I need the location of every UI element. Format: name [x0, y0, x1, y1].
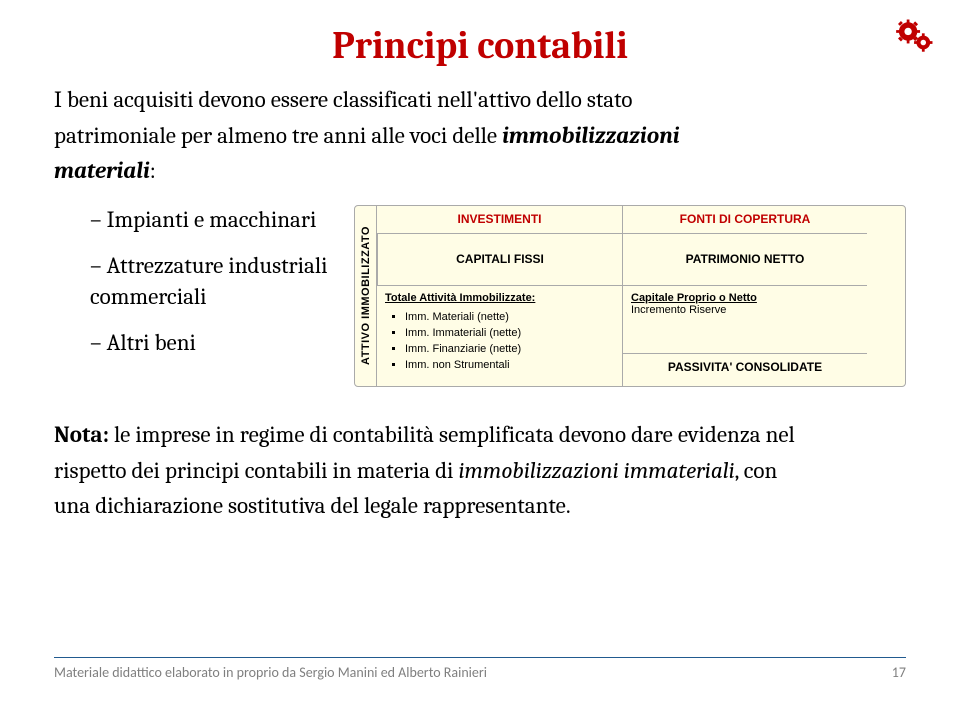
imm-item: Imm. non Strumentali — [405, 358, 614, 374]
note-label: Nota: — [54, 421, 109, 448]
imm-item: Imm. Materiali (nette) — [405, 310, 614, 326]
page-number: 17 — [892, 664, 906, 681]
bullet-item: Impianti e macchinari — [90, 199, 354, 240]
table-row2-right: Capitale Proprio o Netto Incremento Rise… — [622, 286, 867, 386]
table-column: ATTIVO IMMOBILIZZATO INVESTIMENTI FONTI … — [354, 189, 906, 387]
note-seg2a: rispetto dei principi contabili in mater… — [54, 457, 458, 484]
intro-colon: : — [150, 157, 156, 184]
capitale-sub: Incremento Riserve — [631, 304, 726, 316]
note-italic: immobilizzazioni immateriali — [458, 457, 734, 484]
table-side-label: ATTIVO IMMOBILIZZATO — [355, 206, 377, 386]
bullet-item: Attrezzature industriali commerciali — [90, 250, 354, 312]
totale-label: Totale Attività Immobilizzate: — [385, 292, 535, 304]
intro-line2a: patrimoniale per almeno tre anni alle vo… — [54, 122, 502, 149]
imm-item: Imm. Immateriali (nette) — [405, 326, 614, 342]
table-row1-left: CAPITALI FISSI — [377, 234, 622, 286]
intro-bold2: materiali — [54, 157, 150, 184]
imm-item: Imm. Finanziarie (nette) — [405, 342, 614, 358]
slide-title: Principi contabili — [54, 24, 906, 68]
bullet-item: Altri beni — [90, 322, 354, 363]
content-row: Impianti e macchinari Attrezzature indus… — [54, 189, 906, 387]
slide: Principi contabili I beni acquisiti devo… — [0, 0, 960, 701]
note-seg3: una dichiarazione sostitutiva del legale… — [54, 492, 571, 519]
bullet-column: Impianti e macchinari Attrezzature indus… — [54, 189, 354, 364]
intro-paragraph: I beni acquisiti devono essere classific… — [54, 82, 906, 189]
balance-table: ATTIVO IMMOBILIZZATO INVESTIMENTI FONTI … — [354, 205, 906, 387]
note-seg2b: , con — [735, 457, 778, 484]
imm-list: Imm. Materiali (nette) Imm. Immateriali … — [385, 310, 614, 374]
passivita-label: PASSIVITA' CONSOLIDATE — [623, 353, 867, 380]
capitale-block: Capitale Proprio o Netto Incremento Rise… — [631, 292, 757, 316]
note-paragraph: Nota: le imprese in regime di contabilit… — [54, 417, 906, 524]
table-head-left: INVESTIMENTI — [377, 206, 622, 234]
table-head-right: FONTI DI COPERTURA — [622, 206, 867, 234]
note-seg1: le imprese in regime di contabilità semp… — [109, 421, 795, 448]
intro-bold1: immobilizzazioni — [502, 122, 679, 149]
capitale-title: Capitale Proprio o Netto — [631, 292, 757, 304]
table-row2-left: Totale Attività Immobilizzate: Imm. Mate… — [377, 286, 622, 386]
gear-icon — [892, 14, 938, 64]
footer: Materiale didattico elaborato in proprio… — [54, 657, 906, 681]
intro-line1: I beni acquisiti devono essere classific… — [54, 86, 632, 113]
table-row1-right: PATRIMONIO NETTO — [622, 234, 867, 286]
footer-text: Materiale didattico elaborato in proprio… — [54, 664, 487, 681]
side-label-text: ATTIVO IMMOBILIZZATO — [360, 226, 372, 365]
